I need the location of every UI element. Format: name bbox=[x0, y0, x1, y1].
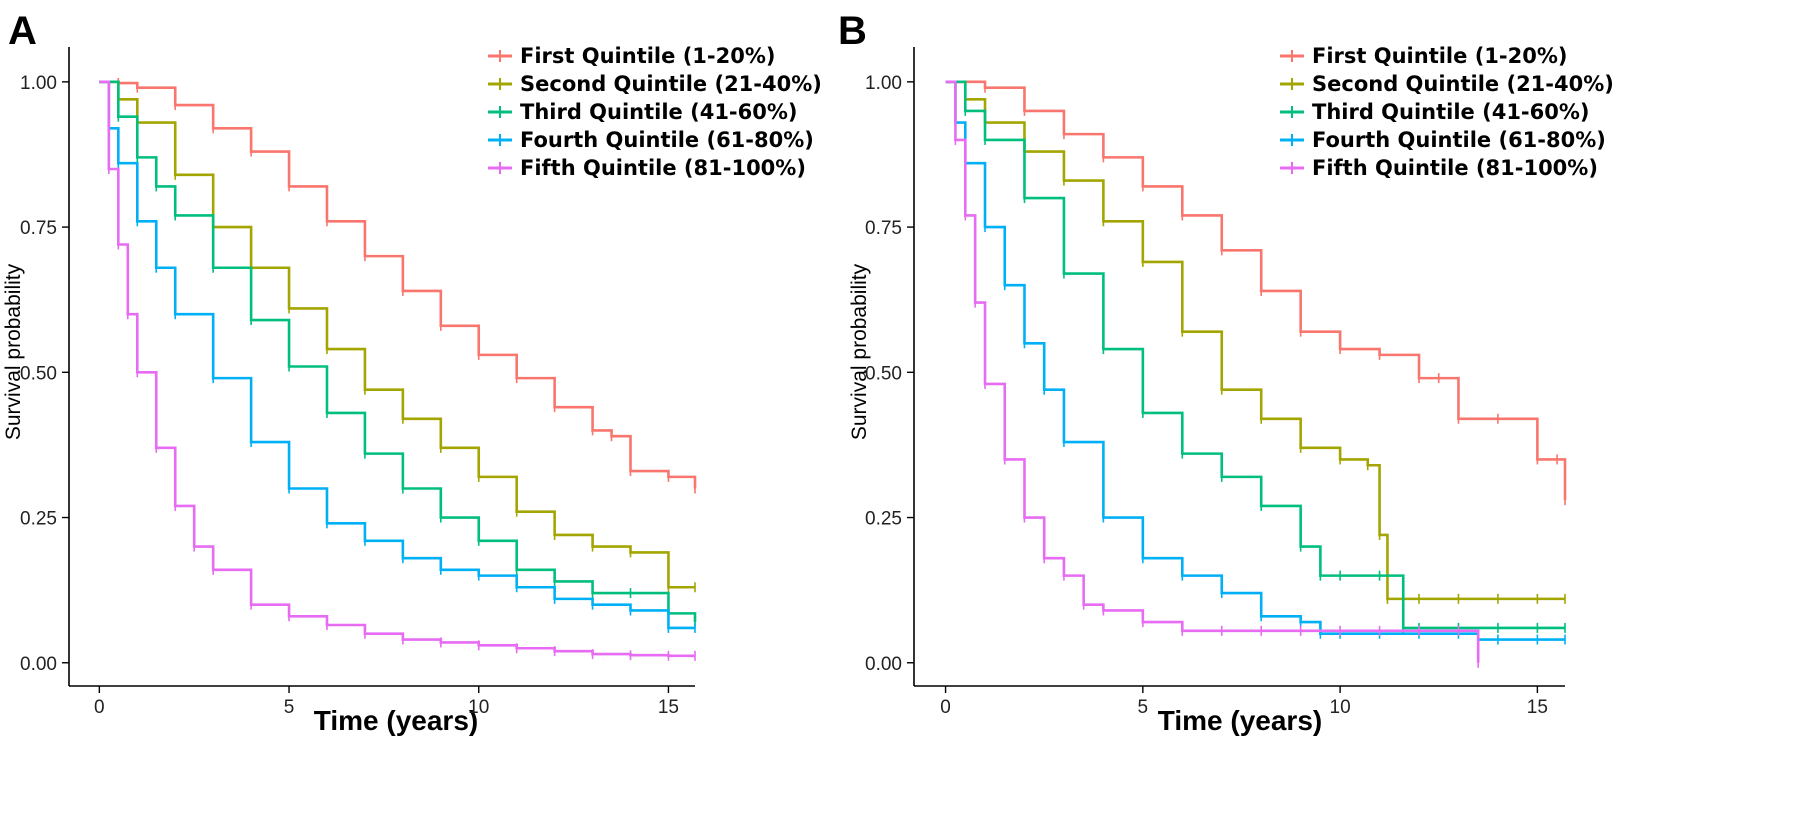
legend-label: Second Quintile (21-40%) bbox=[1312, 72, 1614, 96]
panel-a-legend-item-2: Second Quintile (21-40%) bbox=[488, 72, 822, 96]
legend-label: Fourth Quintile (61-80%) bbox=[1312, 128, 1606, 152]
panel-b-x-tick-label: 5 bbox=[1138, 697, 1149, 718]
panel-b-series-line-1 bbox=[945, 80, 1567, 501]
panel-a-legend: First Quintile (1-20%) Second Quintile (2… bbox=[488, 44, 822, 180]
panel-a-letter: A bbox=[8, 9, 37, 53]
panel-b-x-axis-title: Time (years) bbox=[1158, 705, 1322, 736]
panel-a-y-axis-title: Survival probability bbox=[2, 263, 25, 440]
legend-label: Fourth Quintile (61-80%) bbox=[520, 128, 814, 152]
panel-b-y-tick-label: 0.25 bbox=[865, 509, 902, 530]
panel-a-legend-item-1: First Quintile (1-20%) bbox=[488, 44, 775, 68]
panel-b-series-line-5 bbox=[945, 80, 1480, 663]
legend-label: Fifth Quintile (81-100%) bbox=[520, 156, 806, 180]
panel-a-series-line-5 bbox=[99, 80, 695, 658]
panel-a-x-tick-label: 0 bbox=[94, 697, 105, 718]
panel-a-y-tick-label: 0.75 bbox=[20, 218, 57, 239]
panel-b-legend-item-4: Fourth Quintile (61-80%) bbox=[1280, 128, 1606, 152]
panel-b-x-tick-label: 10 bbox=[1330, 697, 1351, 718]
panel-a: A Time (years) Survival probability 0 5 10… bbox=[2, 9, 822, 736]
panel-a-ticks: 0 5 10 15 0.00 0.25 0.50 0.75 1.00 bbox=[20, 73, 679, 718]
panel-a-x-tick-label: 15 bbox=[658, 697, 679, 718]
legend-label: Fifth Quintile (81-100%) bbox=[1312, 156, 1598, 180]
legend-label: First Quintile (1-20%) bbox=[1312, 44, 1567, 68]
panel-a-y-tick-label: 0.00 bbox=[20, 654, 57, 675]
legend-label: Third Quintile (41-60%) bbox=[1312, 100, 1590, 124]
panel-a-x-axis-title: Time (years) bbox=[314, 705, 478, 736]
legend-label: Third Quintile (41-60%) bbox=[520, 100, 798, 124]
panel-a-x-tick-label: 10 bbox=[468, 697, 489, 718]
panel-a-series-line-2 bbox=[99, 80, 695, 589]
panel-b-legend-item-3: Third Quintile (41-60%) bbox=[1280, 100, 1590, 124]
panel-b-series-line-2 bbox=[945, 80, 1565, 601]
panel-a-series-line-4 bbox=[99, 80, 695, 630]
panel-b-x-tick-label: 0 bbox=[940, 697, 951, 718]
panel-b-y-tick-label: 0.50 bbox=[865, 363, 902, 384]
legend-label: First Quintile (1-20%) bbox=[520, 44, 775, 68]
panel-b-y-tick-label: 1.00 bbox=[865, 73, 902, 94]
panel-a-y-tick-label: 0.25 bbox=[20, 509, 57, 530]
panel-b-legend: First Quintile (1-20%) Second Quintile (2… bbox=[1280, 44, 1614, 180]
panel-a-series-lines bbox=[99, 78, 697, 661]
panel-b-legend-item-1: First Quintile (1-20%) bbox=[1280, 44, 1567, 68]
panel-a-legend-item-5: Fifth Quintile (81-100%) bbox=[488, 156, 806, 180]
panel-b-legend-item-2: Second Quintile (21-40%) bbox=[1280, 72, 1614, 96]
panel-b-legend-item-5: Fifth Quintile (81-100%) bbox=[1280, 156, 1598, 180]
panel-b-series-line-4 bbox=[945, 80, 1565, 641]
panel-b-series-lines bbox=[945, 80, 1567, 668]
panel-b-y-axis-title: Survival probability bbox=[848, 263, 871, 440]
panel-a-y-tick-label: 1.00 bbox=[20, 73, 57, 94]
panel-a-legend-item-3: Third Quintile (41-60%) bbox=[488, 100, 798, 124]
panel-b: B Time (years) Survival probability 0 5 10… bbox=[838, 9, 1614, 736]
panel-a-x-tick-label: 5 bbox=[284, 697, 295, 718]
panel-a-y-tick-label: 0.50 bbox=[20, 363, 57, 384]
panel-a-legend-item-4: Fourth Quintile (61-80%) bbox=[488, 128, 814, 152]
panel-b-ticks: 0 5 10 15 0.00 0.25 0.50 0.75 1.00 bbox=[865, 73, 1548, 718]
panel-b-y-tick-label: 0.75 bbox=[865, 218, 902, 239]
panel-b-y-tick-label: 0.00 bbox=[865, 654, 902, 675]
panel-b-x-tick-label: 15 bbox=[1527, 697, 1548, 718]
panel-b-letter: B bbox=[838, 9, 867, 53]
panel-b-series-line-3 bbox=[945, 80, 1565, 630]
legend-label: Second Quintile (21-40%) bbox=[520, 72, 822, 96]
